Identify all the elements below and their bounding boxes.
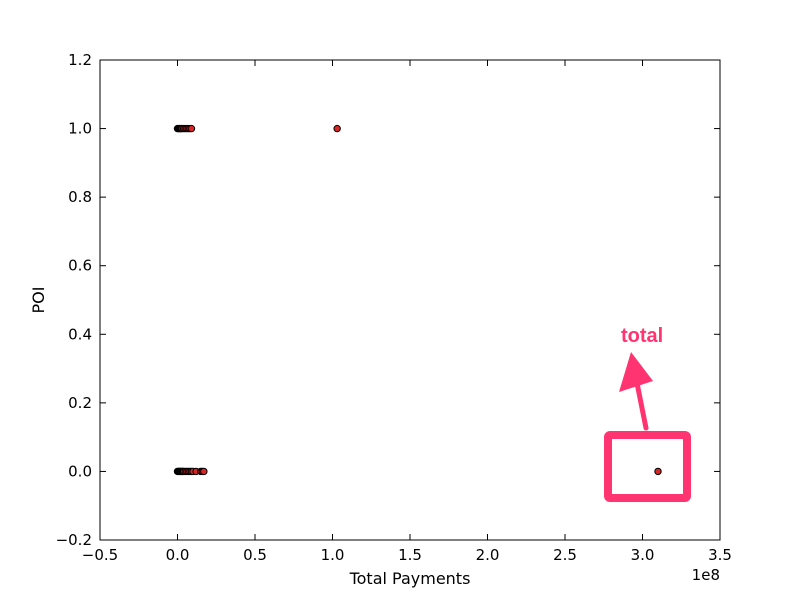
annotation-label: total (621, 325, 663, 347)
tick-labels: −0.5 0.0 0.5 1.0 1.5 2.0 2.5 3.0 3.5 −0.2 0.0 0.2 0.… (56, 51, 732, 564)
x-tick-label: 2.5 (553, 546, 577, 564)
highlight-box (604, 431, 691, 502)
annotation-arrow (619, 352, 653, 431)
data-point (654, 467, 662, 476)
y-tick-label: 1.2 (68, 51, 92, 69)
y-tick-label: 0.2 (68, 394, 92, 412)
data-point (200, 467, 208, 476)
annotation: total (604, 324, 691, 502)
x-tick-label: −0.5 (82, 546, 118, 564)
x-tick-label: 0.0 (166, 546, 190, 564)
plot-area-frame (99, 59, 721, 541)
x-axis-offset-label: 1e8 (692, 566, 720, 584)
x-tick-label: 3.5 (708, 546, 732, 564)
y-tick-label: 0.6 (68, 257, 92, 275)
y-axis-label: POI (29, 287, 48, 314)
data-point (187, 124, 196, 133)
y-tick-label: 1.0 (68, 120, 92, 138)
y-tick-label: 0.0 (68, 462, 92, 480)
x-tick-label: 2.0 (476, 546, 500, 564)
data-point (333, 124, 341, 133)
x-tick-label: 1.0 (321, 546, 345, 564)
x-tick-label: 0.5 (243, 546, 267, 564)
data-points (173, 124, 662, 476)
y-tick-label: 0.8 (68, 188, 92, 206)
y-tick-label: −0.2 (56, 531, 92, 549)
y-tick-label: 0.4 (68, 325, 92, 343)
x-tick-label: 1.5 (398, 546, 422, 564)
x-axis-label: Total Payments (349, 569, 471, 588)
x-tick-label: 3.0 (631, 546, 655, 564)
